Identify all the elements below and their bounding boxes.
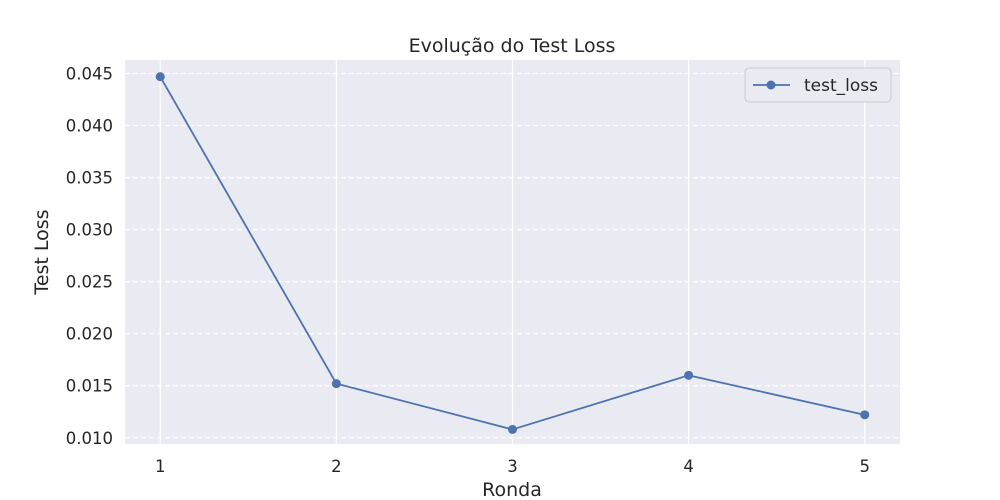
y-tick-label: 0.035: [66, 169, 113, 188]
data-point: [508, 424, 517, 434]
y-tick-label: 0.045: [66, 65, 113, 84]
series-layer: [155, 72, 870, 434]
chart-title: Evolução do Test Loss: [409, 35, 616, 57]
x-tick-label: 3: [507, 457, 518, 476]
x-tick-label: 2: [331, 457, 342, 476]
legend-marker-test-loss: [766, 80, 776, 90]
legend-label-test-loss: test_loss: [804, 76, 878, 96]
x-tick-label: 4: [683, 457, 694, 476]
x-axis-label: Ronda: [482, 479, 542, 500]
data-point: [860, 410, 870, 420]
x-tick-labels: 1 2 3 4 5: [155, 457, 870, 476]
data-point: [331, 379, 341, 389]
y-tick-label: 0.015: [66, 377, 113, 396]
y-tick-label: 0.040: [66, 117, 113, 136]
y-tick-label: 0.025: [66, 273, 113, 292]
y-tick-label: 0.010: [66, 429, 113, 448]
y-tick-label: 0.030: [66, 221, 113, 240]
x-tick-label: 1: [155, 457, 166, 476]
legend-box: [744, 67, 892, 103]
y-axis-label: Test Loss: [31, 209, 53, 295]
y-tick-label: 0.020: [66, 325, 113, 344]
x-gridlines: [159, 60, 866, 444]
data-point: [684, 370, 694, 380]
legend: test_loss: [744, 67, 892, 103]
y-gridlines: [125, 72, 900, 439]
data-point: [155, 72, 165, 82]
y-tick-labels: 0.010 0.015 0.020 0.025 0.030 0.035 0.040 0.045: [66, 65, 113, 448]
x-tick-label: 5: [860, 457, 871, 476]
